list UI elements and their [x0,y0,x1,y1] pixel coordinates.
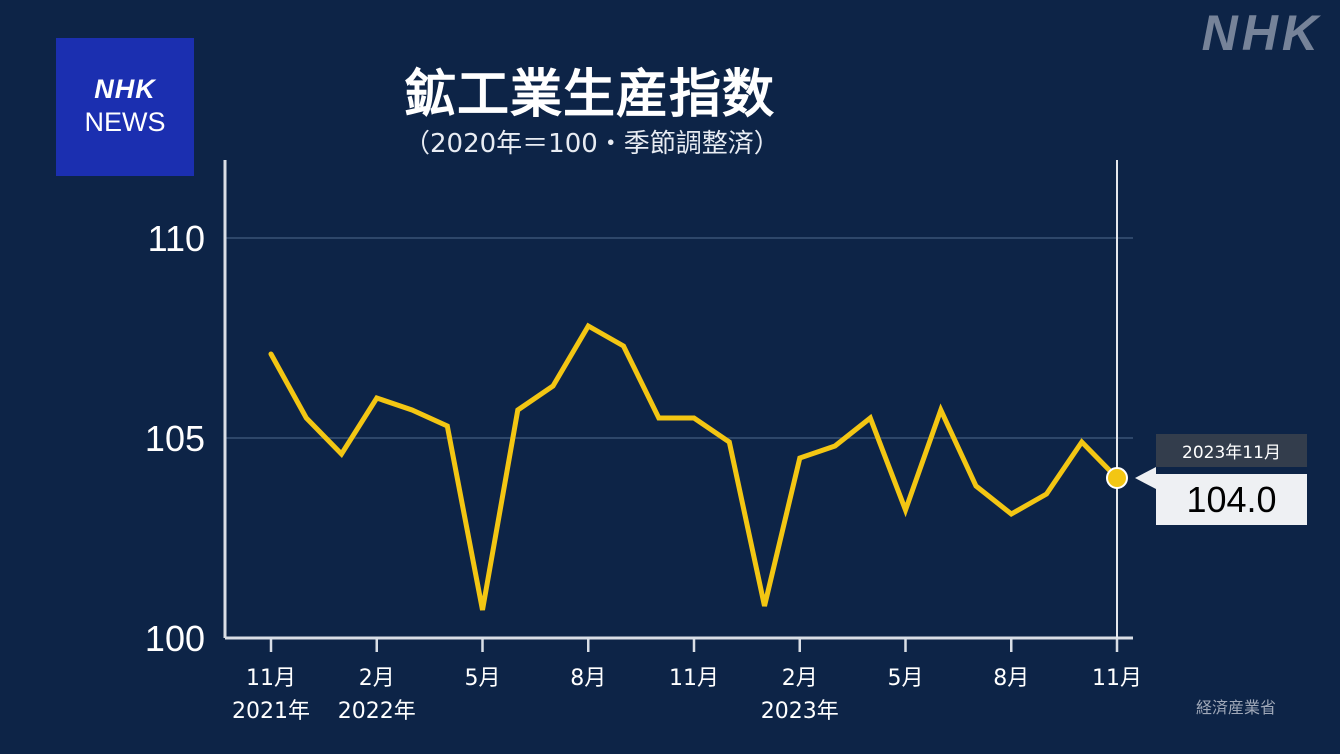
series-line-group [268,322,1120,611]
callout-date-label: 2023年11月 [1156,434,1307,467]
x-tick-label-month: 5月 [465,666,501,691]
y-tick-label-110: 110 [148,218,205,259]
x-tick-label-year: 2023年 [761,699,839,724]
x-tick-label-year: 2022年 [338,699,416,724]
source-credit: 経済産業省 [1195,698,1276,717]
y-tick-label-105: 105 [145,418,205,459]
series-line [268,322,1120,611]
nhk-watermark: NHK [1201,5,1322,61]
nhk-news-logo: NHK NEWS [56,38,194,176]
callout-value-label: 104.0 [1156,474,1307,525]
x-tick-label-month: 2月 [782,666,818,691]
grid-lines [225,237,1133,439]
axes [223,160,1133,652]
highlight-point [1106,467,1128,489]
x-tick-label-month: 11月 [1092,666,1142,691]
x-tick-label-month: 2月 [359,666,395,691]
x-tick-label-month: 8月 [993,666,1029,691]
x-tick-label-month: 11月 [246,666,296,691]
chart-subtitle: （2020年＝100・季節調整済） [404,129,780,159]
y-tick-label-100: 100 [145,618,205,659]
x-tick-label-year: 2021年 [232,699,310,724]
logo-news-text: NEWS [84,106,166,137]
data-points [1106,467,1156,489]
x-tick-label-month: 8月 [570,666,606,691]
x-tick-labels: 11月 2021年 2月 2022年 5月 8月 11月 2月 2023年 5月 8月 11月 [232,666,1142,724]
chart-title: 鉱工業生産指数 [404,65,776,125]
y-tick-labels: 100 105 110 [145,218,205,659]
logo-nhk-text: NHK [94,73,156,104]
x-tick-label-month: 5月 [888,666,924,691]
callout-pointer [1135,467,1156,489]
x-tick-label-month: 11月 [669,666,719,691]
